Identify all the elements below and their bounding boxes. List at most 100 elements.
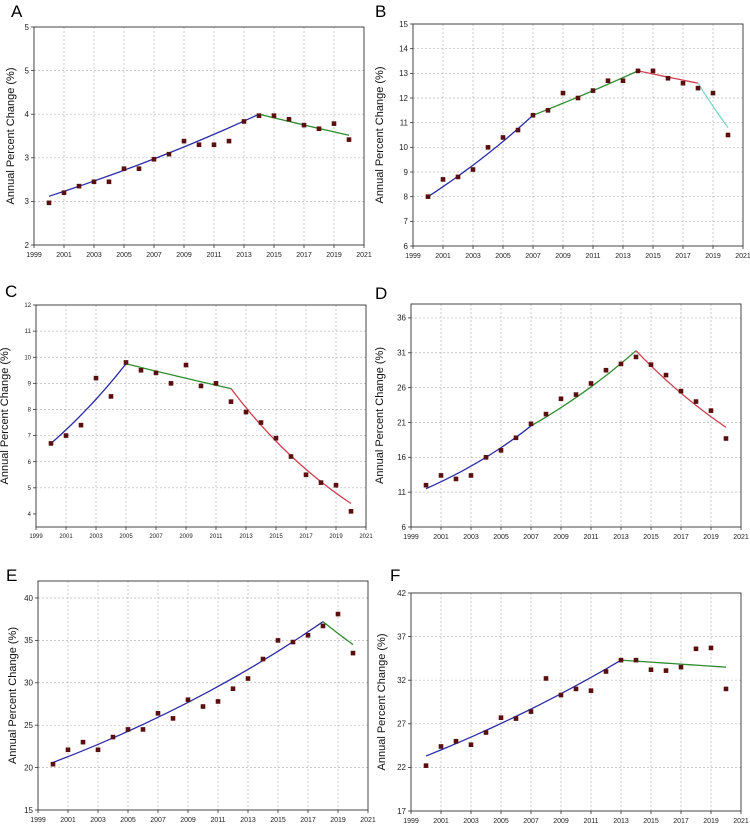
y-tick-label: 12 <box>399 94 408 103</box>
x-tick-label: 2019 <box>330 817 346 824</box>
data-point-b-2020 <box>725 132 731 138</box>
y-tick-label: 40 <box>24 594 33 603</box>
plot-frame-c <box>35 304 367 528</box>
y-tick-label: 9 <box>404 168 409 177</box>
data-point-a-2008 <box>166 151 172 157</box>
y-tick-label: 11 <box>398 488 407 497</box>
data-point-c-2003 <box>93 375 99 381</box>
data-point-a-2020 <box>346 137 352 142</box>
data-point-d-2020 <box>723 436 729 441</box>
data-point-d-2004 <box>483 455 489 460</box>
y-tick-label: 4 <box>28 512 32 518</box>
data-point-a-2018 <box>316 126 322 132</box>
trend-segment-b-1 <box>427 114 534 198</box>
data-point-e-2010 <box>200 704 206 709</box>
plot-frame-d <box>410 303 742 528</box>
data-point-e-2003 <box>95 747 101 753</box>
chart-a-plot: 2 3 3 4 5 5 1999 2001 2003 2005 2007 2009 2011 2013 20… <box>5 23 372 259</box>
y-tick-label: 42 <box>397 589 406 598</box>
data-point-c-2019 <box>333 482 339 488</box>
data-point-b-2008 <box>545 108 551 113</box>
panel-letter-c: C <box>5 282 18 301</box>
y-tick-label: 16 <box>397 453 406 462</box>
data-point-a-2006 <box>136 166 142 171</box>
x-tick-label: 2001 <box>59 534 73 540</box>
data-point-f-2015 <box>648 667 654 673</box>
data-point-a-2016 <box>286 116 292 122</box>
data-point-e-2020 <box>350 650 356 656</box>
y-tick-label: 22 <box>397 763 406 772</box>
y-tick-label: 13 <box>399 69 408 78</box>
x-tick-label: 2019 <box>703 534 719 541</box>
data-point-d-2019 <box>708 408 714 413</box>
plot-area-e <box>38 581 368 810</box>
data-point-c-2004 <box>108 394 114 399</box>
data-point-c-2012 <box>228 399 234 404</box>
x-tick-label: 2005 <box>493 818 509 825</box>
y-tick-label: 12 <box>24 303 31 309</box>
data-point-b-2019 <box>710 90 716 96</box>
data-point-d-2010 <box>573 392 579 397</box>
data-point-b-2002 <box>455 174 461 180</box>
y-tick-label: 11 <box>400 118 409 127</box>
x-tick-label: 2005 <box>120 817 136 824</box>
plot-frame-f <box>410 592 742 812</box>
x-tick-label: 2007 <box>523 818 539 825</box>
trend-segment-e-2 <box>322 621 354 646</box>
data-point-e-2005 <box>125 727 131 732</box>
x-tick-label: 2003 <box>463 534 479 541</box>
data-point-c-2014 <box>258 420 264 425</box>
y-tick-label: 9 <box>28 381 32 387</box>
chart-d-plot: 6 11 16 21 26 31 36 1999 2001 2003 2005 2007 2009 201… <box>374 303 749 541</box>
y-tick-label: 2 <box>25 241 30 250</box>
x-tick-label: 2021 <box>733 818 749 825</box>
chart-b-plot: 6 7 8 9 10 11 12 13 14 15 1999 2001 2003 2005 2007 2009… <box>374 20 750 260</box>
y-tick-label: 10 <box>24 355 31 361</box>
data-point-e-2019 <box>335 611 341 617</box>
data-point-c-2016 <box>288 454 294 459</box>
x-tick-label: 2003 <box>463 818 479 825</box>
chart-f-plot: 17 22 27 32 37 42 1999 2001 2003 2005 2007 2009 2011… <box>376 589 749 825</box>
x-tick-label: 2003 <box>90 817 106 824</box>
chart-panel-a: A 2 3 3 4 5 5 1999 2001 2003 2005 2007 2009 2011 2013… <box>0 0 375 275</box>
data-point-d-2009 <box>558 396 564 402</box>
x-tick-label: 2001 <box>433 818 449 825</box>
panel-letter-f: F <box>390 566 401 585</box>
data-point-a-2000 <box>46 200 52 206</box>
data-point-f-2000 <box>423 763 429 768</box>
data-point-f-2020 <box>723 686 729 692</box>
x-tick-label: 2015 <box>266 252 282 259</box>
data-point-a-2001 <box>61 190 67 195</box>
data-point-c-2018 <box>318 480 324 485</box>
x-tick-label: 2021 <box>356 252 372 259</box>
data-point-b-2015 <box>650 68 656 74</box>
data-point-e-2006 <box>140 727 146 732</box>
x-tick-label: 2021 <box>360 817 376 824</box>
data-point-a-2002 <box>76 183 82 189</box>
y-tick-label: 25 <box>24 721 33 730</box>
data-point-a-2019 <box>331 121 337 126</box>
x-tick-label: 2001 <box>56 252 72 259</box>
data-point-d-2016 <box>663 372 669 378</box>
data-point-f-2007 <box>528 709 534 714</box>
data-point-b-2017 <box>680 80 686 86</box>
data-point-a-2013 <box>241 119 247 124</box>
y-tick-label: 10 <box>399 143 408 152</box>
data-point-c-2006 <box>138 367 144 373</box>
data-point-c-2002 <box>78 422 84 428</box>
y-tick-label: 31 <box>397 349 406 358</box>
data-point-a-2017 <box>301 122 307 128</box>
x-tick-label: 2001 <box>433 534 449 541</box>
chart-panel-e: E 15 20 25 30 35 40 1999 2001 2003 2005 2007 2009 20… <box>0 554 376 829</box>
data-point-b-2013 <box>620 78 626 84</box>
data-point-a-2007 <box>151 156 157 162</box>
y-tick-label: 3 <box>25 197 30 206</box>
y-tick-label: 14 <box>399 44 408 53</box>
x-tick-label: 1999 <box>26 252 42 259</box>
x-tick-label: 2019 <box>705 253 721 260</box>
trend-segment-b-4 <box>697 82 729 128</box>
data-point-e-2012 <box>230 686 236 692</box>
data-point-a-2010 <box>196 142 202 148</box>
data-point-e-2007 <box>155 711 161 716</box>
data-point-c-2011 <box>213 381 219 386</box>
